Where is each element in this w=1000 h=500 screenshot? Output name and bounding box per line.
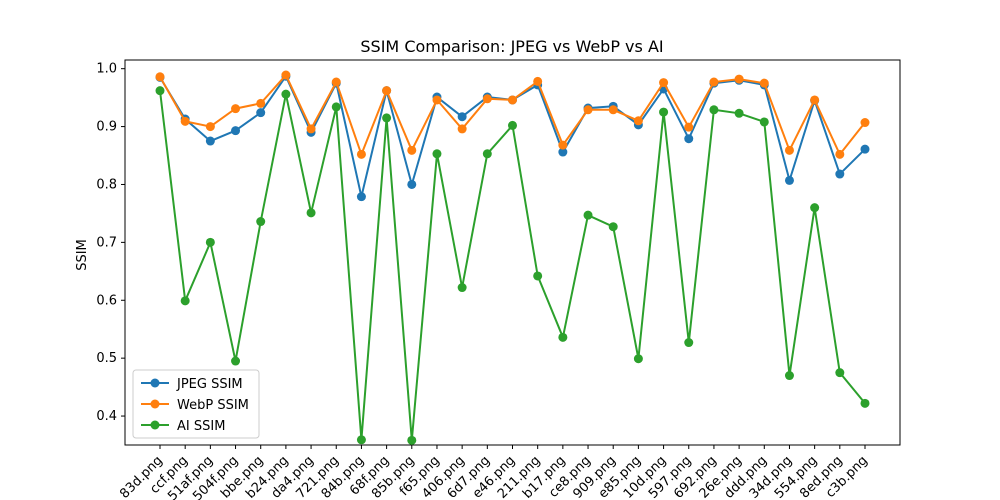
y-tick-label: 0.5: [96, 351, 117, 366]
data-point-webp-ssim: [306, 124, 316, 134]
data-point-webp-ssim: [155, 72, 165, 82]
data-point-webp-ssim: [558, 140, 568, 150]
data-point-ai-ssim: [709, 105, 719, 115]
data-point-ai-ssim: [231, 356, 241, 366]
data-point-webp-ssim: [759, 78, 769, 88]
data-point-ai-ssim: [810, 203, 820, 213]
data-point-ai-ssim: [205, 237, 215, 247]
data-point-ai-ssim: [659, 107, 669, 117]
y-tick-label: 0.7: [96, 235, 117, 250]
y-tick-label: 0.6: [96, 293, 117, 308]
legend-box: [132, 369, 260, 439]
y-tick-label: 0.8: [96, 177, 117, 192]
data-point-jpeg-ssim: [684, 134, 694, 144]
y-tick-label: 0.9: [96, 120, 117, 135]
y-axis-label: SSIM: [75, 239, 90, 271]
data-point-webp-ssim: [810, 95, 820, 105]
data-point-ai-ssim: [382, 113, 392, 123]
data-point-webp-ssim: [482, 94, 492, 104]
data-point-ai-ssim: [281, 89, 291, 99]
data-point-webp-ssim: [256, 98, 266, 108]
data-point-webp-ssim: [583, 105, 593, 115]
data-point-ai-ssim: [633, 354, 643, 364]
data-point-jpeg-ssim: [205, 136, 215, 146]
data-point-ai-ssim: [759, 117, 769, 127]
data-point-webp-ssim: [784, 145, 794, 155]
data-point-webp-ssim: [432, 95, 442, 105]
data-point-jpeg-ssim: [407, 179, 417, 189]
data-point-webp-ssim: [684, 122, 694, 132]
data-point-ai-ssim: [155, 86, 165, 96]
data-point-ai-ssim: [533, 271, 543, 281]
data-point-ai-ssim: [860, 398, 870, 408]
legend-label: WebP SSIM: [177, 398, 249, 413]
data-point-ai-ssim: [180, 296, 190, 306]
data-point-jpeg-ssim: [558, 147, 568, 157]
data-point-webp-ssim: [180, 116, 190, 126]
legend-marker: [150, 378, 160, 388]
data-point-webp-ssim: [734, 74, 744, 84]
data-point-webp-ssim: [407, 145, 417, 155]
legend-marker: [150, 399, 160, 409]
data-point-jpeg-ssim: [835, 169, 845, 179]
data-point-ai-ssim: [482, 149, 492, 159]
data-point-ai-ssim: [356, 435, 366, 445]
data-point-webp-ssim: [608, 105, 618, 115]
y-tick-label: 1.0: [96, 62, 117, 77]
legend-label: JPEG SSIM: [176, 377, 243, 392]
data-point-ai-ssim: [784, 371, 794, 381]
data-point-ai-ssim: [256, 217, 266, 227]
chart-title: SSIM Comparison: JPEG vs WebP vs AI: [360, 37, 663, 56]
data-point-webp-ssim: [382, 86, 392, 96]
data-point-ai-ssim: [558, 332, 568, 342]
data-point-webp-ssim: [633, 116, 643, 126]
data-point-ai-ssim: [407, 435, 417, 445]
data-point-ai-ssim: [306, 208, 316, 218]
data-point-webp-ssim: [231, 104, 241, 114]
data-point-ai-ssim: [583, 210, 593, 220]
data-point-ai-ssim: [457, 283, 467, 293]
legend-marker: [150, 420, 160, 430]
data-point-webp-ssim: [709, 77, 719, 87]
data-point-ai-ssim: [835, 368, 845, 378]
data-point-ai-ssim: [432, 149, 442, 159]
data-point-webp-ssim: [835, 149, 845, 159]
data-point-webp-ssim: [281, 70, 291, 80]
data-point-webp-ssim: [508, 95, 517, 105]
data-point-jpeg-ssim: [784, 175, 794, 185]
data-point-ai-ssim: [331, 102, 341, 112]
y-tick-label: 0.4: [96, 409, 117, 424]
data-point-webp-ssim: [659, 78, 669, 88]
legend-label: AI SSIM: [177, 419, 225, 434]
data-point-jpeg-ssim: [860, 144, 870, 154]
data-point-jpeg-ssim: [256, 108, 266, 118]
data-point-webp-ssim: [457, 124, 467, 134]
data-point-jpeg-ssim: [457, 112, 467, 122]
data-point-webp-ssim: [331, 77, 341, 87]
data-point-webp-ssim: [356, 149, 366, 159]
data-point-ai-ssim: [684, 338, 694, 348]
data-point-webp-ssim: [205, 122, 215, 132]
data-point-jpeg-ssim: [231, 126, 241, 136]
data-point-ai-ssim: [508, 120, 517, 130]
data-point-webp-ssim: [533, 76, 543, 86]
data-point-ai-ssim: [608, 222, 618, 232]
data-point-ai-ssim: [734, 108, 744, 118]
data-point-webp-ssim: [860, 118, 870, 128]
data-point-jpeg-ssim: [356, 192, 366, 202]
